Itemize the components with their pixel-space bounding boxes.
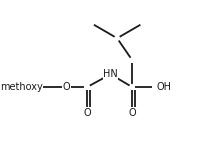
Text: HN: HN	[103, 69, 117, 79]
Text: O: O	[128, 108, 135, 117]
Text: O: O	[83, 108, 91, 117]
Text: OH: OH	[156, 82, 171, 92]
Text: O: O	[62, 82, 70, 92]
Text: methoxy: methoxy	[1, 82, 43, 92]
